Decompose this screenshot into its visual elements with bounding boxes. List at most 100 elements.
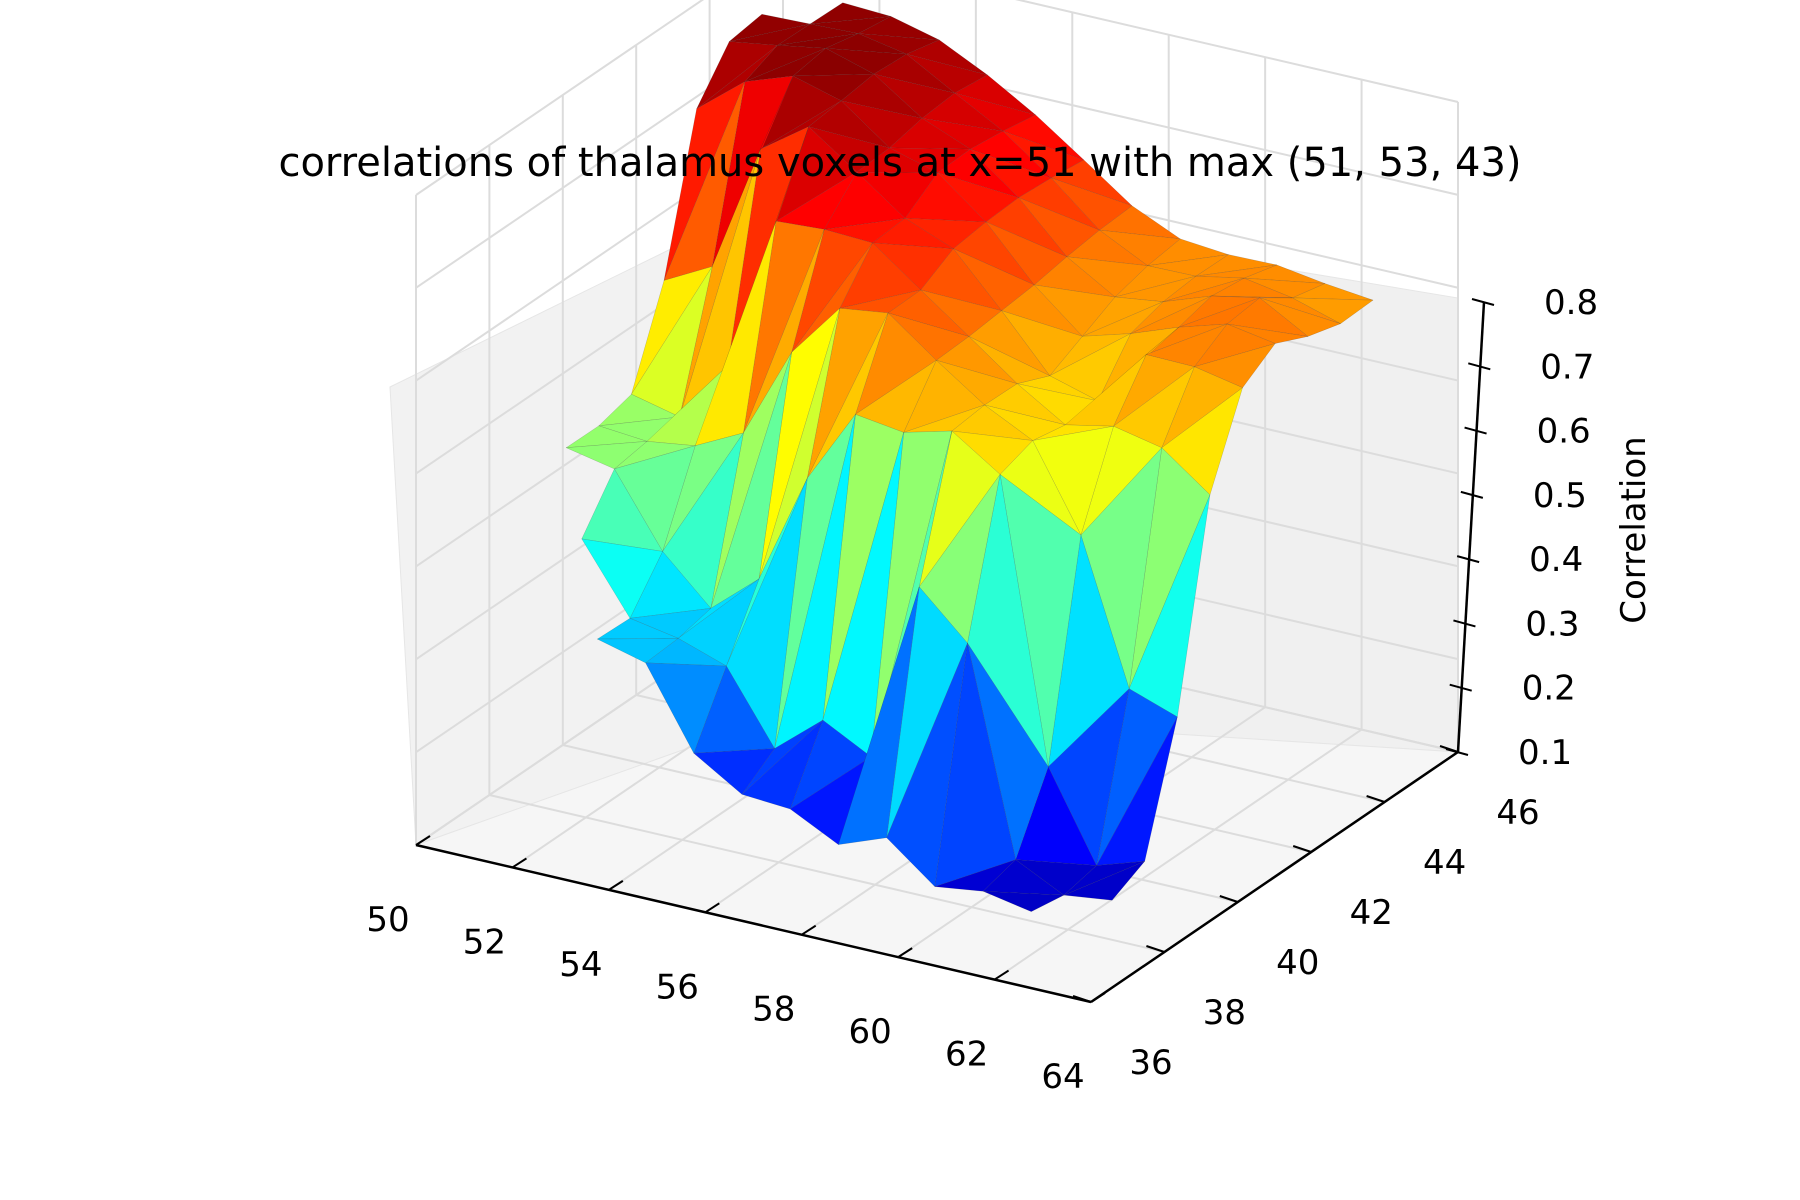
- surface-facet: [810, 16, 892, 34]
- surface-facet: [838, 586, 920, 845]
- x-tick-label: 58: [752, 990, 795, 1030]
- surface-facet: [581, 468, 663, 552]
- surface-facet: [807, 312, 889, 479]
- z-tick: [1460, 490, 1484, 499]
- surface-facet: [873, 73, 956, 119]
- surface-facet: [581, 538, 663, 619]
- surface-facet: [982, 891, 1065, 912]
- surface-facet: [710, 352, 792, 609]
- surface-facet: [937, 148, 1019, 198]
- y-tick-label: 40: [1276, 943, 1319, 983]
- surface-facet: [886, 643, 968, 888]
- correlation-surface: [565, 2, 1374, 912]
- surface-facet: [758, 307, 841, 579]
- surface-facet: [1195, 254, 1277, 277]
- x-tick: [511, 857, 527, 869]
- surface-facet: [1063, 861, 1145, 901]
- surface-facet: [741, 719, 824, 810]
- z-axis-line: [1456, 301, 1486, 753]
- surface-facet: [1193, 343, 1276, 388]
- z-tick: [1445, 748, 1469, 756]
- x-tick-label: 50: [366, 900, 409, 940]
- surface-facet: [1098, 229, 1181, 266]
- y-tick: [1219, 895, 1239, 903]
- x-tick: [897, 947, 913, 958]
- surface-facet: [1243, 277, 1325, 299]
- surface-facet: [856, 171, 939, 219]
- surface-facet: [1064, 354, 1147, 427]
- z-tick: [1453, 619, 1476, 628]
- z-tick-label: 0.1: [1518, 733, 1572, 773]
- surface-facet: [1114, 275, 1196, 302]
- surface-facet: [645, 662, 727, 754]
- y-tick: [1146, 945, 1165, 953]
- surface-facet: [921, 92, 1004, 132]
- surface-facet: [598, 394, 681, 427]
- z-tick: [1471, 298, 1495, 306]
- y-tick: [1366, 795, 1385, 803]
- surface-facet: [1002, 114, 1084, 161]
- surface-facet: [808, 100, 891, 149]
- x-tick: [704, 902, 720, 914]
- surface-facet: [1292, 297, 1374, 324]
- x-tick-label: 64: [1041, 1057, 1084, 1097]
- x-tick-label: 60: [849, 1012, 892, 1052]
- x-tick-label: 52: [463, 922, 506, 962]
- surface-facet: [1018, 197, 1100, 258]
- z-tick-label: 0.5: [1533, 476, 1587, 516]
- surface-facet: [1163, 277, 1245, 302]
- x-tick: [608, 880, 624, 891]
- surface-facet: [1082, 301, 1164, 337]
- z-tick-label: 0.2: [1522, 669, 1576, 709]
- x-tick: [801, 924, 817, 936]
- surface-facet: [855, 359, 937, 433]
- surface-facet: [954, 74, 1036, 116]
- x-tick: [994, 969, 1010, 981]
- surface-facet: [663, 81, 746, 281]
- y-tick-label: 36: [1129, 1043, 1172, 1083]
- z-tick-label: 0.8: [1544, 283, 1598, 323]
- surface-facet: [871, 242, 954, 291]
- x-tick: [415, 835, 431, 846]
- x-tick-label: 56: [656, 967, 699, 1007]
- surface-facet: [1018, 177, 1100, 231]
- z-axis-label: Correlation: [1614, 436, 1654, 623]
- grid-line: [489, 794, 1165, 953]
- surface-facet: [822, 432, 904, 758]
- surface-facet: [934, 859, 1016, 892]
- surface-facet: [889, 147, 971, 174]
- axis-lines: [415, 301, 1486, 1004]
- y-tick: [1292, 845, 1312, 853]
- surface-facet: [792, 73, 875, 102]
- surface-facet: [967, 643, 1049, 861]
- z-tick: [1456, 555, 1480, 564]
- x-tick-label: 62: [945, 1035, 988, 1075]
- x-tick-label: 54: [559, 945, 602, 985]
- x-tick: [1090, 992, 1106, 1003]
- grid-line: [1015, 0, 1459, 103]
- y-axis-line: [1090, 750, 1459, 1004]
- chart-title: correlations of thalamus voxels at x=51 …: [278, 140, 1521, 186]
- surface-facet: [663, 81, 746, 281]
- y-tick-label: 46: [1496, 793, 1539, 833]
- surface-facet: [906, 53, 988, 94]
- surface-facet: [1147, 254, 1229, 277]
- surface-facet: [1226, 297, 1309, 337]
- surface-facet: [1000, 310, 1083, 377]
- x-axis-line: [415, 843, 1092, 1004]
- y-tick-label: 38: [1203, 993, 1246, 1033]
- surface-facet: [1210, 277, 1293, 299]
- surface-facet: [693, 748, 776, 795]
- z-tick-label: 0.3: [1525, 604, 1579, 644]
- surface-facet: [887, 312, 970, 361]
- grid-line: [994, 728, 1363, 981]
- grid-line: [415, 0, 705, 196]
- surface-facet: [631, 266, 713, 395]
- surface-facet: [1080, 447, 1163, 689]
- y-tick-label: 44: [1423, 843, 1466, 883]
- y-tick-label: 42: [1350, 893, 1393, 933]
- z-tick: [1449, 683, 1472, 692]
- z-tick-label: 0.4: [1529, 540, 1583, 580]
- axis-ticks: 50 52 54 56 58 60 62 64 36 38 40 42 44 46 0.1 0.2 0.3 0.4…: [366, 283, 1598, 1097]
